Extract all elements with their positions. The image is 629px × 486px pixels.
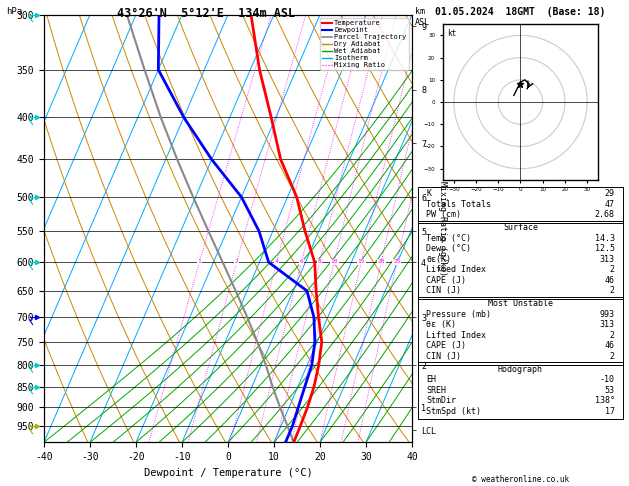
Text: CAPE (J): CAPE (J)	[426, 276, 467, 285]
Text: 313: 313	[599, 255, 615, 264]
Text: PW (cm): PW (cm)	[426, 210, 462, 220]
Text: © weatheronline.co.uk: © weatheronline.co.uk	[472, 474, 569, 484]
Text: 6: 6	[299, 260, 303, 264]
Text: 4: 4	[275, 260, 279, 264]
Text: Dewp (°C): Dewp (°C)	[426, 244, 472, 253]
Text: 2: 2	[235, 260, 238, 264]
Bar	[418, 362, 623, 419]
Text: 53: 53	[604, 385, 615, 395]
Text: Pressure (mb): Pressure (mb)	[426, 310, 491, 319]
Text: Surface: Surface	[503, 224, 538, 232]
Bar	[418, 187, 623, 224]
Y-axis label: Mixing Ratio (g/kg): Mixing Ratio (g/kg)	[438, 181, 447, 276]
Text: Lifted Index: Lifted Index	[426, 265, 486, 274]
Text: 10: 10	[330, 260, 338, 264]
Text: K: K	[426, 190, 431, 198]
Text: -10: -10	[599, 375, 615, 384]
Text: θε(K): θε(K)	[426, 255, 452, 264]
Text: CIN (J): CIN (J)	[426, 286, 462, 295]
Text: 14.3: 14.3	[594, 234, 615, 243]
Text: Temp (°C): Temp (°C)	[426, 234, 472, 243]
Text: kt: kt	[447, 29, 457, 38]
Bar	[418, 221, 623, 299]
Text: 01.05.2024  18GMT  (Base: 18): 01.05.2024 18GMT (Base: 18)	[435, 7, 606, 17]
Text: 2.68: 2.68	[594, 210, 615, 220]
Text: 43°26'N  5°12'E  134m ASL: 43°26'N 5°12'E 134m ASL	[117, 7, 295, 20]
Text: 12.5: 12.5	[594, 244, 615, 253]
Text: km
ASL: km ASL	[415, 7, 430, 27]
Text: 2: 2	[610, 286, 615, 295]
Text: θε (K): θε (K)	[426, 320, 457, 329]
Text: Lifted Index: Lifted Index	[426, 330, 486, 340]
Text: Hodograph: Hodograph	[498, 364, 543, 374]
Text: 8: 8	[318, 260, 321, 264]
Text: Totals Totals: Totals Totals	[426, 200, 491, 209]
Text: 47: 47	[604, 200, 615, 209]
Text: 46: 46	[604, 341, 615, 350]
Text: CIN (J): CIN (J)	[426, 352, 462, 361]
Text: 29: 29	[604, 190, 615, 198]
Text: StmSpd (kt): StmSpd (kt)	[426, 407, 481, 416]
Text: SREH: SREH	[426, 385, 447, 395]
X-axis label: Dewpoint / Temperature (°C): Dewpoint / Temperature (°C)	[143, 468, 313, 478]
Text: 17: 17	[604, 407, 615, 416]
Text: 138°: 138°	[594, 396, 615, 405]
Legend: Temperature, Dewpoint, Parcel Trajectory, Dry Adiabat, Wet Adiabat, Isotherm, Mi: Temperature, Dewpoint, Parcel Trajectory…	[320, 18, 408, 70]
Bar	[418, 297, 623, 364]
Text: CAPE (J): CAPE (J)	[426, 341, 467, 350]
Text: 15: 15	[357, 260, 365, 264]
Text: Most Unstable: Most Unstable	[488, 299, 553, 308]
Text: 313: 313	[599, 320, 615, 329]
Text: 25: 25	[393, 260, 401, 264]
Text: 993: 993	[599, 310, 615, 319]
Text: hPa: hPa	[6, 7, 23, 17]
Text: StmDir: StmDir	[426, 396, 457, 405]
Text: 1: 1	[198, 260, 201, 264]
Text: 2: 2	[610, 352, 615, 361]
Text: 46: 46	[604, 276, 615, 285]
Text: 20: 20	[377, 260, 385, 264]
Text: EH: EH	[426, 375, 437, 384]
Text: 2: 2	[610, 330, 615, 340]
Text: 2: 2	[610, 265, 615, 274]
